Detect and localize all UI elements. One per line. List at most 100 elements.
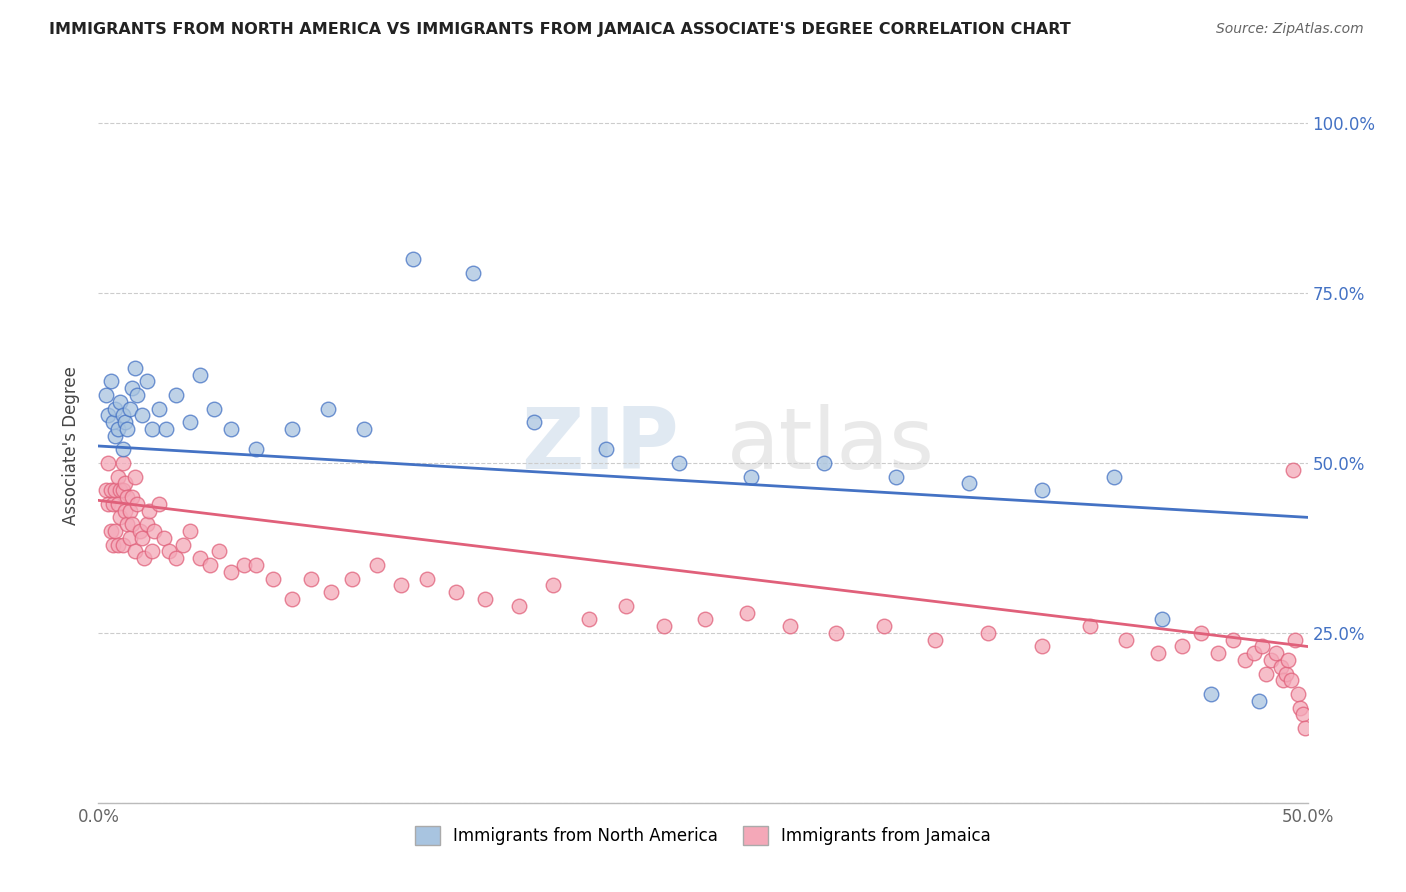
Text: IMMIGRANTS FROM NORTH AMERICA VS IMMIGRANTS FROM JAMAICA ASSOCIATE'S DEGREE CORR: IMMIGRANTS FROM NORTH AMERICA VS IMMIGRA… — [49, 22, 1071, 37]
Point — [107, 422, 129, 436]
Point — [179, 524, 201, 538]
Point — [595, 442, 617, 457]
Point — [117, 490, 139, 504]
Point — [1265, 646, 1288, 660]
Point — [108, 510, 131, 524]
Point — [281, 591, 304, 606]
Legend: Immigrants from North America, Immigrants from Jamaica: Immigrants from North America, Immigrant… — [408, 819, 998, 852]
Y-axis label: Associate's Degree: Associate's Degree — [62, 367, 80, 525]
Point — [121, 490, 143, 504]
Point — [94, 388, 117, 402]
Point — [1146, 646, 1168, 660]
Point — [668, 456, 690, 470]
Point — [779, 619, 801, 633]
Point — [157, 544, 180, 558]
Point — [1250, 640, 1272, 654]
Point — [1275, 666, 1298, 681]
Point — [152, 531, 174, 545]
Point — [1243, 646, 1265, 660]
Point — [245, 442, 267, 457]
Point — [104, 401, 127, 416]
Point — [143, 524, 166, 538]
Point — [172, 537, 194, 551]
Point — [402, 252, 425, 266]
Point — [118, 401, 141, 416]
Point — [262, 572, 284, 586]
Point — [124, 360, 146, 375]
Point — [111, 483, 134, 498]
Point — [299, 572, 322, 586]
Point — [221, 422, 243, 436]
Point — [1171, 640, 1194, 654]
Point — [1233, 653, 1256, 667]
Point — [114, 503, 136, 517]
Point — [1222, 632, 1244, 647]
Point — [1279, 673, 1302, 688]
Point — [141, 544, 163, 558]
Point — [108, 394, 131, 409]
Point — [128, 524, 150, 538]
Point — [221, 565, 243, 579]
Point — [100, 483, 122, 498]
Point — [1277, 653, 1299, 667]
Point — [1260, 653, 1282, 667]
Point — [1286, 687, 1309, 701]
Text: ZIP: ZIP — [522, 404, 679, 488]
Point — [957, 476, 980, 491]
Point — [124, 544, 146, 558]
Point — [416, 572, 439, 586]
Point — [204, 401, 226, 416]
Point — [124, 469, 146, 483]
Point — [1031, 483, 1053, 498]
Text: Source: ZipAtlas.com: Source: ZipAtlas.com — [1216, 22, 1364, 37]
Point — [111, 409, 134, 423]
Point — [825, 626, 848, 640]
Point — [813, 456, 835, 470]
Point — [614, 599, 637, 613]
Text: atlas: atlas — [727, 404, 935, 488]
Point — [108, 483, 131, 498]
Point — [107, 469, 129, 483]
Point — [208, 544, 231, 558]
Point — [1289, 700, 1312, 714]
Point — [1284, 632, 1306, 647]
Point — [695, 612, 717, 626]
Point — [100, 524, 122, 538]
Point — [117, 422, 139, 436]
Point — [148, 497, 170, 511]
Point — [117, 517, 139, 532]
Point — [97, 409, 120, 423]
Point — [131, 531, 153, 545]
Point — [94, 483, 117, 498]
Point — [316, 401, 339, 416]
Point — [148, 401, 170, 416]
Point — [1031, 640, 1053, 654]
Point — [97, 497, 120, 511]
Point — [97, 456, 120, 470]
Point — [523, 415, 546, 429]
Point — [141, 422, 163, 436]
Point — [245, 558, 267, 572]
Point — [165, 551, 187, 566]
Point — [104, 429, 127, 443]
Point — [1078, 619, 1101, 633]
Point — [107, 497, 129, 511]
Point — [179, 415, 201, 429]
Point — [977, 626, 1000, 640]
Point — [1206, 646, 1229, 660]
Point — [1189, 626, 1212, 640]
Point — [1199, 687, 1222, 701]
Point — [131, 409, 153, 423]
Point — [1249, 694, 1271, 708]
Point — [101, 415, 124, 429]
Point — [127, 388, 149, 402]
Point — [342, 572, 364, 586]
Point — [1115, 632, 1137, 647]
Point — [541, 578, 564, 592]
Point — [100, 375, 122, 389]
Point — [1282, 463, 1305, 477]
Point — [873, 619, 896, 633]
Point — [138, 503, 160, 517]
Point — [188, 368, 211, 382]
Point — [134, 551, 156, 566]
